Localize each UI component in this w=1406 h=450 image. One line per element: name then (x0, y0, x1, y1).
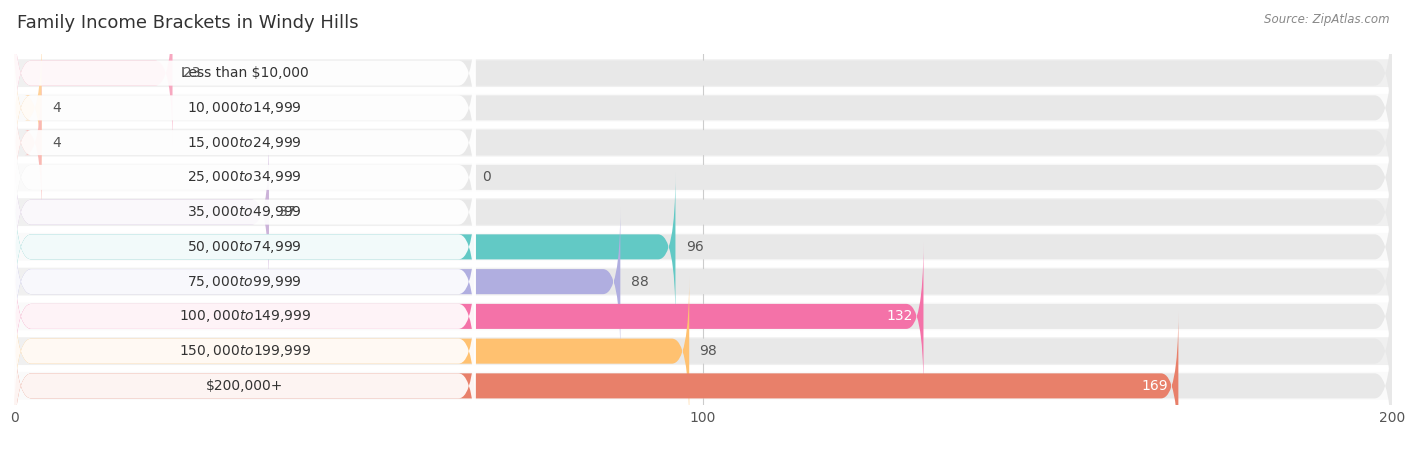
FancyBboxPatch shape (14, 337, 1392, 365)
Text: 98: 98 (700, 344, 717, 358)
FancyBboxPatch shape (14, 163, 1392, 191)
Text: 88: 88 (631, 274, 648, 288)
FancyBboxPatch shape (14, 0, 1392, 148)
FancyBboxPatch shape (14, 68, 42, 217)
FancyBboxPatch shape (14, 277, 689, 426)
Text: $150,000 to $199,999: $150,000 to $199,999 (179, 343, 311, 359)
FancyBboxPatch shape (14, 242, 1392, 391)
FancyBboxPatch shape (14, 242, 475, 391)
FancyBboxPatch shape (14, 33, 1392, 182)
FancyBboxPatch shape (14, 68, 1392, 217)
FancyBboxPatch shape (14, 311, 475, 450)
Text: $200,000+: $200,000+ (207, 379, 284, 393)
FancyBboxPatch shape (14, 233, 1392, 261)
Text: 169: 169 (1142, 379, 1168, 393)
FancyBboxPatch shape (14, 311, 1392, 450)
Text: Less than $10,000: Less than $10,000 (181, 66, 309, 80)
FancyBboxPatch shape (14, 277, 1392, 426)
Text: $75,000 to $99,999: $75,000 to $99,999 (187, 274, 302, 290)
FancyBboxPatch shape (14, 129, 1392, 157)
Text: 96: 96 (686, 240, 703, 254)
FancyBboxPatch shape (14, 207, 1392, 356)
FancyBboxPatch shape (14, 172, 1392, 321)
Text: $15,000 to $24,999: $15,000 to $24,999 (187, 135, 302, 151)
FancyBboxPatch shape (14, 33, 475, 182)
FancyBboxPatch shape (14, 198, 1392, 226)
Text: $50,000 to $74,999: $50,000 to $74,999 (187, 239, 302, 255)
Text: $25,000 to $34,999: $25,000 to $34,999 (187, 169, 302, 185)
FancyBboxPatch shape (14, 302, 1392, 330)
FancyBboxPatch shape (14, 0, 475, 148)
Text: $100,000 to $149,999: $100,000 to $149,999 (179, 308, 311, 324)
FancyBboxPatch shape (14, 138, 475, 287)
FancyBboxPatch shape (14, 277, 475, 426)
FancyBboxPatch shape (14, 103, 475, 252)
Text: $10,000 to $14,999: $10,000 to $14,999 (187, 100, 302, 116)
FancyBboxPatch shape (14, 33, 42, 182)
FancyBboxPatch shape (14, 372, 1392, 400)
FancyBboxPatch shape (14, 172, 675, 321)
Text: 4: 4 (52, 135, 60, 149)
FancyBboxPatch shape (14, 138, 1392, 287)
FancyBboxPatch shape (14, 172, 475, 321)
FancyBboxPatch shape (14, 0, 173, 148)
Text: 37: 37 (280, 205, 297, 219)
FancyBboxPatch shape (14, 103, 1392, 252)
FancyBboxPatch shape (14, 207, 620, 356)
Text: Family Income Brackets in Windy Hills: Family Income Brackets in Windy Hills (17, 14, 359, 32)
Text: $35,000 to $49,999: $35,000 to $49,999 (187, 204, 302, 220)
FancyBboxPatch shape (14, 68, 475, 217)
Text: Source: ZipAtlas.com: Source: ZipAtlas.com (1264, 14, 1389, 27)
FancyBboxPatch shape (14, 94, 1392, 122)
FancyBboxPatch shape (14, 242, 924, 391)
Text: 132: 132 (887, 310, 912, 324)
FancyBboxPatch shape (14, 138, 269, 287)
Text: 0: 0 (482, 171, 491, 184)
FancyBboxPatch shape (14, 311, 1178, 450)
FancyBboxPatch shape (14, 207, 475, 356)
Text: 4: 4 (52, 101, 60, 115)
FancyBboxPatch shape (14, 59, 1392, 87)
Text: 23: 23 (183, 66, 200, 80)
FancyBboxPatch shape (14, 268, 1392, 296)
